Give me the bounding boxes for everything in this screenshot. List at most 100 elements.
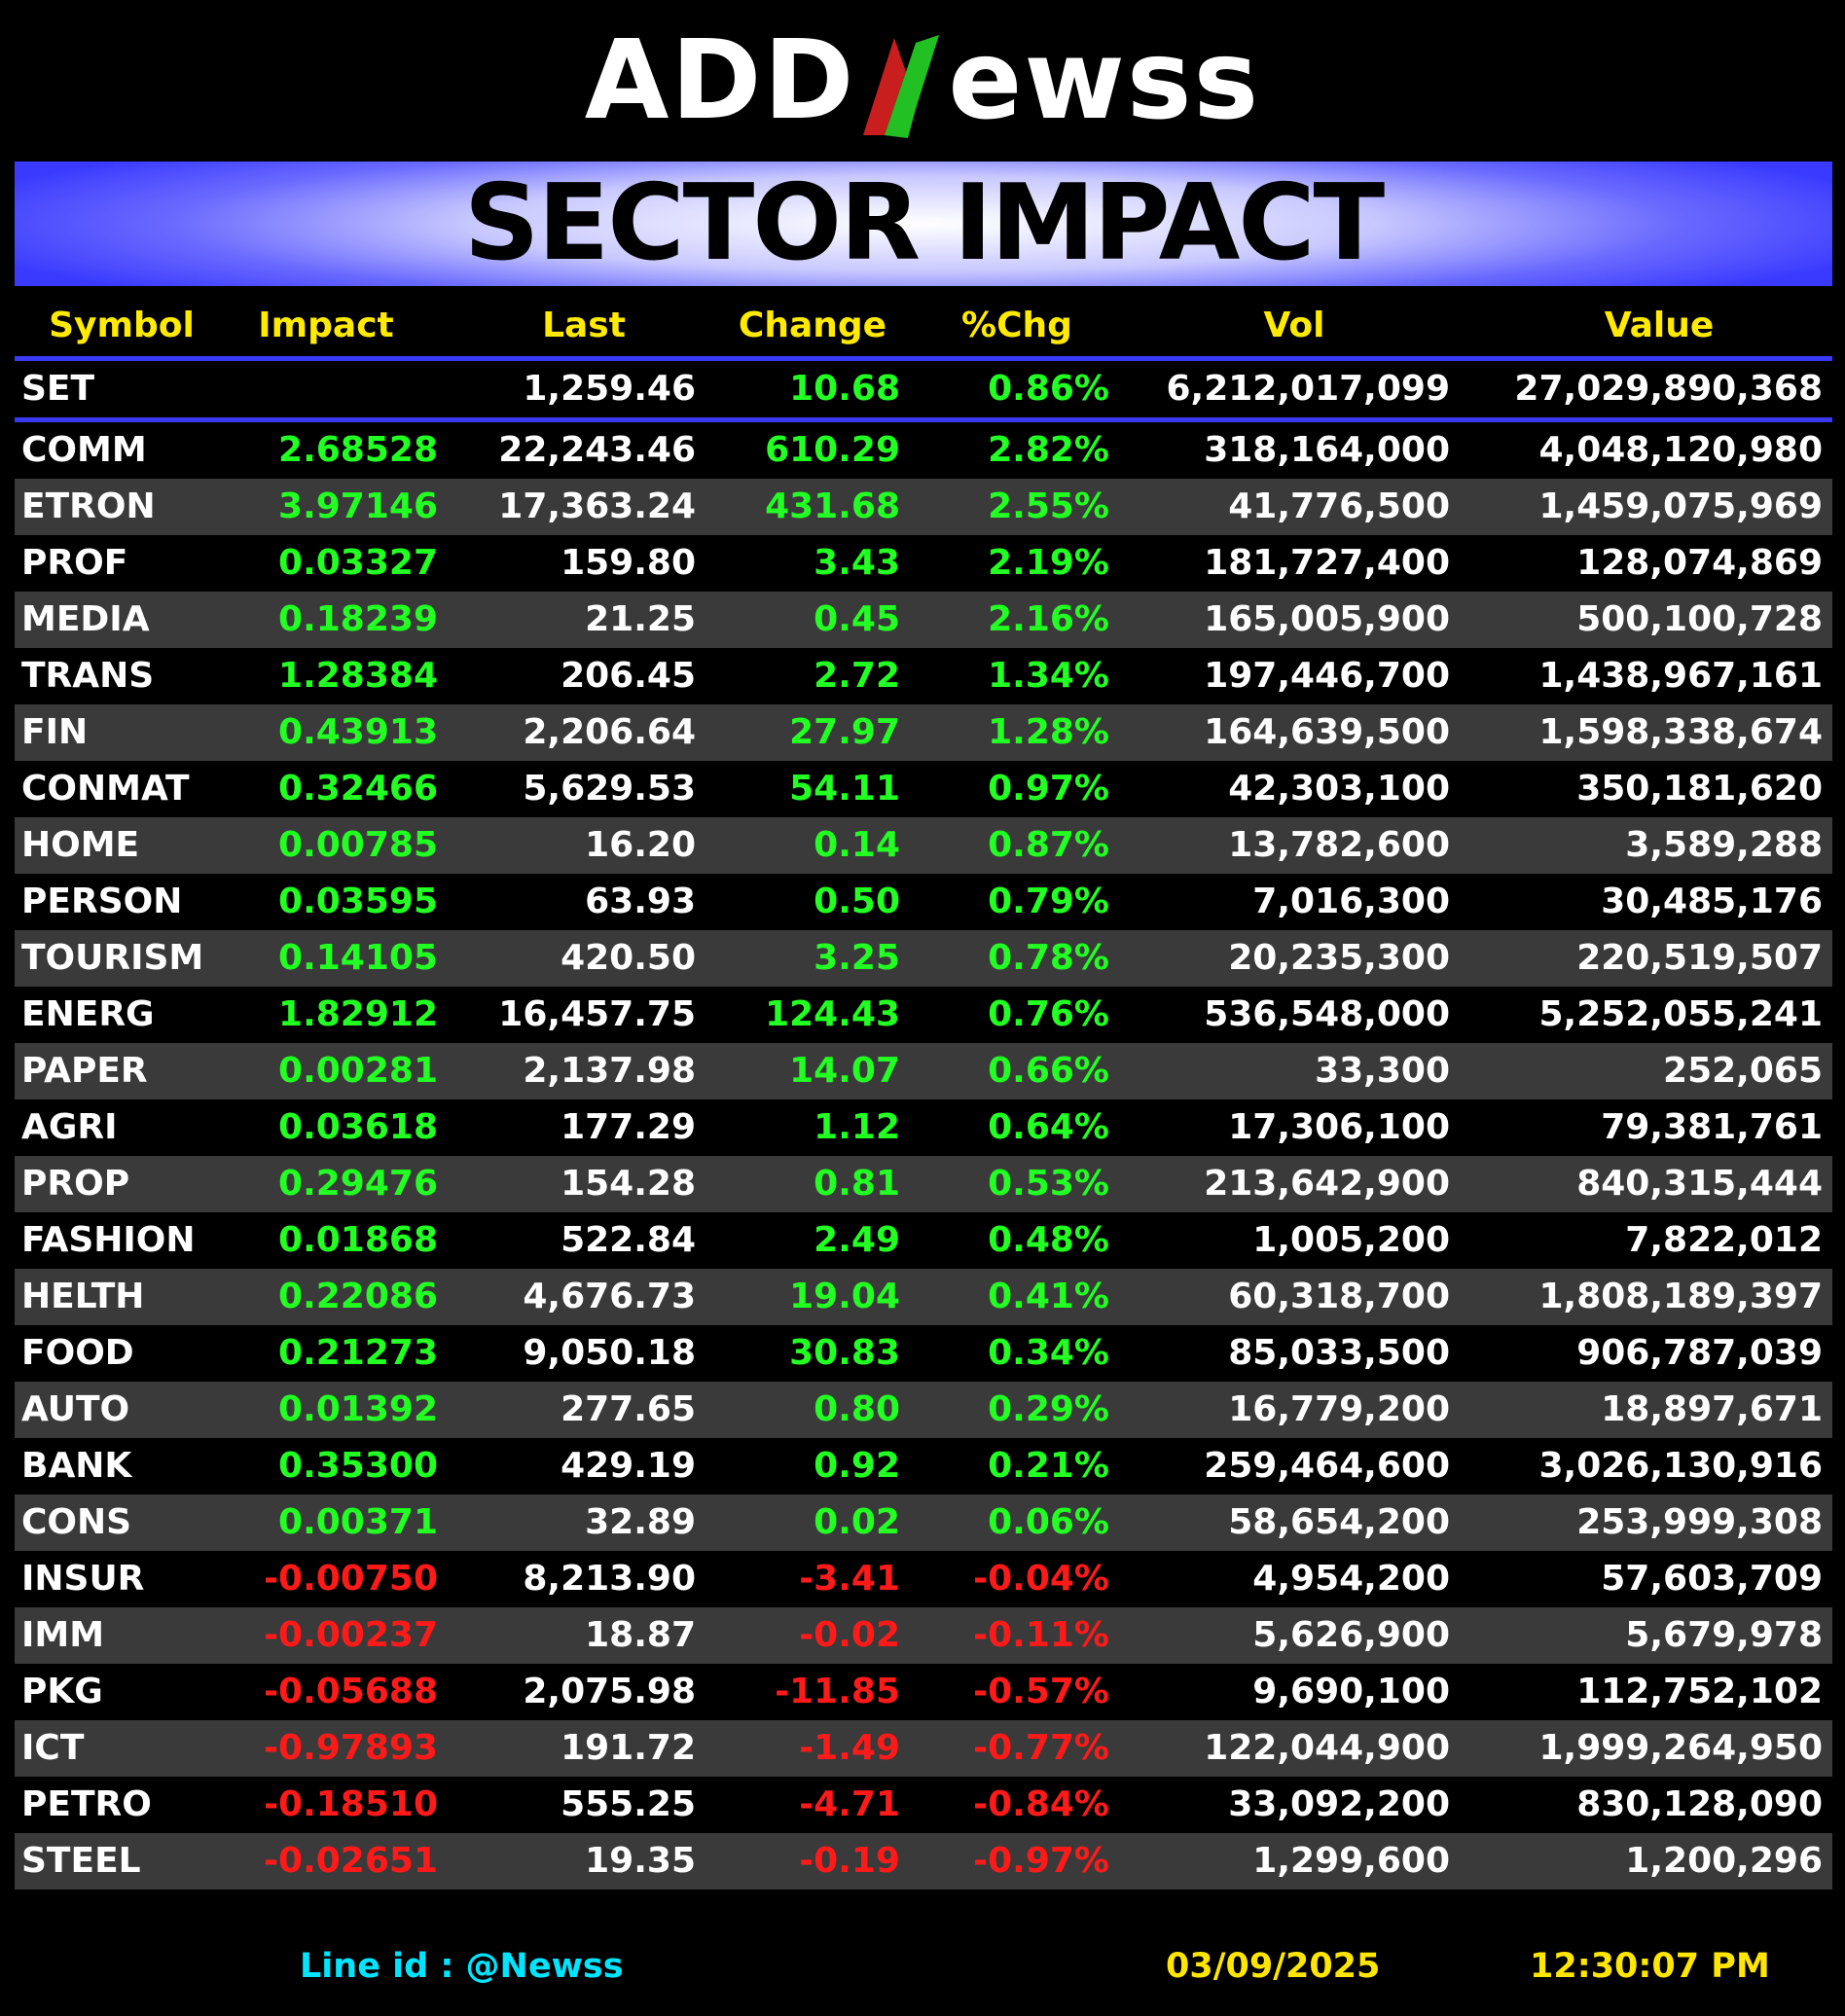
- sector-last: 191.72: [561, 1728, 696, 1768]
- sector-pct-change: 0.29%: [988, 1389, 1109, 1429]
- sector-pct-change: -0.57%: [973, 1672, 1109, 1711]
- sector-last: 19.35: [585, 1841, 696, 1881]
- sector-value: 1,598,338,674: [1538, 712, 1823, 752]
- sector-volume: 213,642,900: [1204, 1164, 1450, 1204]
- sector-change: 0.81: [814, 1164, 900, 1204]
- sector-symbol: IMM: [21, 1615, 105, 1655]
- table-row: ENERG 1.82912 16,457.75 124.43 0.76% 536,548,…: [15, 987, 1832, 1043]
- sector-value: 830,128,090: [1576, 1784, 1823, 1824]
- sector-change: 0.80: [814, 1389, 900, 1429]
- sector-change: 1.12: [814, 1107, 900, 1147]
- sector-value: 3,026,130,916: [1538, 1446, 1823, 1486]
- sector-change: -4.71: [799, 1784, 900, 1824]
- sector-volume: 164,639,500: [1204, 712, 1450, 752]
- title-banner: SECTOR IMPACT: [15, 162, 1832, 286]
- sector-volume: 259,464,600: [1204, 1446, 1450, 1486]
- sector-value: 252,065: [1663, 1051, 1823, 1091]
- table-row: TOURISM 0.14105 420.50 3.25 0.78% 20,235,300 2…: [15, 930, 1832, 987]
- sector-value: 4,048,120,980: [1538, 430, 1823, 470]
- table-row: FOOD 0.21273 9,050.18 30.83 0.34% 85,033,500 9…: [15, 1325, 1832, 1382]
- sector-last: 522.84: [561, 1220, 696, 1260]
- sector-symbol: ICT: [21, 1728, 85, 1768]
- sector-pct-change: -0.97%: [973, 1841, 1109, 1881]
- sector-pct-change: 0.41%: [988, 1277, 1109, 1316]
- sector-last: 429.19: [561, 1446, 696, 1486]
- sector-change: 19.04: [789, 1277, 900, 1316]
- table-row: HOME 0.00785 16.20 0.14 0.87% 13,782,600 3,589…: [15, 817, 1832, 874]
- table-row: FIN 0.43913 2,206.64 27.97 1.28% 164,639,500 1…: [15, 704, 1832, 761]
- sector-pct-change: 0.79%: [988, 882, 1109, 921]
- index-value: 27,029,890,368: [1514, 369, 1823, 409]
- sector-symbol: TOURISM: [21, 938, 204, 978]
- date-stamp: 03/09/2025: [1166, 1947, 1381, 1986]
- index-symbol: SET: [21, 369, 95, 409]
- sector-pct-change: 0.78%: [988, 938, 1109, 978]
- sector-change: -0.19: [799, 1841, 900, 1881]
- sector-impact: 0.00281: [278, 1051, 438, 1091]
- sector-value: 18,897,671: [1601, 1389, 1823, 1429]
- sector-impact: 0.43913: [278, 712, 438, 752]
- table-row: ICT -0.97893 191.72 -1.49 -0.77% 122,044,900 1…: [15, 1720, 1832, 1777]
- sector-pct-change: -0.04%: [973, 1559, 1109, 1599]
- index-pct-change: 0.86%: [988, 369, 1109, 409]
- sector-value: 350,181,620: [1576, 769, 1823, 809]
- sector-pct-change: -0.84%: [973, 1784, 1109, 1824]
- sector-value: 500,100,728: [1576, 599, 1823, 639]
- sector-value: 253,999,308: [1576, 1502, 1823, 1542]
- sector-impact: 1.82912: [278, 994, 438, 1034]
- sector-value: 5,679,978: [1625, 1615, 1823, 1655]
- sector-volume: 181,727,400: [1204, 543, 1450, 583]
- sector-pct-change: 2.82%: [988, 430, 1109, 470]
- sector-symbol: PAPER: [21, 1051, 148, 1091]
- sector-pct-change: 0.64%: [988, 1107, 1109, 1147]
- index-change: 10.68: [789, 369, 900, 409]
- sector-symbol: PERSON: [21, 882, 183, 921]
- sector-symbol: ETRON: [21, 486, 156, 526]
- header-symbol: Symbol: [49, 306, 195, 345]
- sector-last: 8,213.90: [523, 1559, 696, 1599]
- sector-last: 206.45: [561, 656, 696, 696]
- sector-impact: 0.35300: [278, 1446, 438, 1486]
- sector-volume: 197,446,700: [1204, 656, 1450, 696]
- sector-volume: 41,776,500: [1228, 486, 1450, 526]
- header-change: Change: [738, 306, 887, 345]
- sector-last: 63.93: [585, 882, 696, 921]
- sector-last: 177.29: [561, 1107, 696, 1147]
- sector-last: 277.65: [561, 1389, 696, 1429]
- sector-impact: 0.03327: [278, 543, 438, 583]
- sector-pct-change: -0.11%: [973, 1615, 1109, 1655]
- sector-symbol: ENERG: [21, 994, 155, 1034]
- brand-logo-text-b: ewss: [948, 18, 1261, 144]
- sector-change: 0.14: [814, 825, 900, 865]
- sector-symbol: PETRO: [21, 1784, 152, 1824]
- sector-change: -3.41: [799, 1559, 900, 1599]
- sector-value: 79,381,761: [1601, 1107, 1823, 1147]
- sector-impact: 0.32466: [278, 769, 438, 809]
- sector-impact: 0.03595: [278, 882, 438, 921]
- sector-symbol: HOME: [21, 825, 140, 865]
- sector-symbol: HELTH: [21, 1277, 145, 1316]
- sector-symbol: FIN: [21, 712, 89, 752]
- sector-value: 1,459,075,969: [1538, 486, 1823, 526]
- sector-impact: 0.00785: [278, 825, 438, 865]
- sector-last: 21.25: [585, 599, 696, 639]
- sector-volume: 16,779,200: [1228, 1389, 1450, 1429]
- sector-impact: 0.29476: [278, 1164, 438, 1204]
- sector-pct-change: 0.53%: [988, 1164, 1109, 1204]
- table-row: MEDIA 0.18239 21.25 0.45 2.16% 165,005,900 500…: [15, 592, 1832, 648]
- table-row: FASHION 0.01868 522.84 2.49 0.48% 1,005,200 7,…: [15, 1212, 1832, 1269]
- sector-impact: 0.01392: [278, 1389, 438, 1429]
- table-row: STEEL -0.02651 19.35 -0.19 -0.97% 1,299,600 1,…: [15, 1833, 1832, 1890]
- sector-change: 2.72: [814, 656, 900, 696]
- sector-value: 1,438,967,161: [1538, 656, 1823, 696]
- sector-symbol: PKG: [21, 1672, 103, 1711]
- sector-symbol: PROP: [21, 1164, 130, 1204]
- sector-symbol: TRANS: [21, 656, 155, 696]
- sector-last: 4,676.73: [523, 1277, 696, 1316]
- sector-volume: 165,005,900: [1204, 599, 1450, 639]
- sector-volume: 122,044,900: [1204, 1728, 1450, 1768]
- sector-volume: 4,954,200: [1252, 1559, 1450, 1599]
- sector-impact: 0.01868: [278, 1220, 438, 1260]
- sector-pct-change: -0.77%: [973, 1728, 1109, 1768]
- table-row: CONMAT 0.32466 5,629.53 54.11 0.97% 42,303,10…: [15, 761, 1832, 817]
